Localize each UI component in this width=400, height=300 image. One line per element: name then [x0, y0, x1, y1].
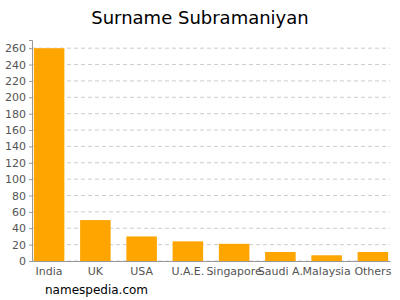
grid	[32, 48, 390, 261]
chart: Surname Subramaniyan 0 20 40 60 80 100 120 140 16…	[0, 0, 400, 300]
y-tick-mark	[29, 196, 32, 197]
y-tick-mark	[29, 163, 32, 164]
grid-line	[32, 113, 390, 114]
y-tick: 160	[5, 124, 32, 137]
y-tick-label: 180	[5, 108, 26, 121]
bar	[126, 236, 157, 261]
bar	[80, 220, 111, 261]
y-tick-label: 200	[5, 91, 26, 104]
x-tick-label: India	[36, 265, 63, 278]
y-tick-mark	[29, 48, 32, 49]
grid-line	[32, 146, 390, 147]
x-tick-label: Saudi A.	[258, 265, 303, 278]
y-tick-label: 160	[5, 124, 26, 137]
y-axis-line	[29, 41, 33, 262]
source: namespedia.com	[45, 283, 148, 297]
y-tick-mark	[29, 130, 32, 131]
y-tick-label: 100	[5, 173, 26, 186]
y-tick-mark	[29, 97, 32, 98]
y-tick: 100	[5, 173, 32, 186]
y-tick-label: 0	[19, 255, 26, 268]
y-tick-mark	[29, 114, 32, 115]
grid-line	[32, 162, 390, 163]
bar	[219, 244, 250, 261]
bar	[311, 255, 342, 261]
y-tick-mark	[29, 146, 32, 147]
y-tick-label: 120	[5, 157, 26, 170]
grid-line	[32, 211, 390, 212]
x-tick: Saudi A.	[258, 265, 303, 278]
y-tick: 80	[12, 190, 32, 203]
y-tick-label: 40	[12, 222, 26, 235]
y-tick: 260	[5, 42, 32, 55]
x-tick: Others	[354, 265, 391, 278]
bar	[265, 252, 296, 261]
grid-line	[32, 97, 390, 98]
y-tick: 140	[5, 140, 32, 153]
bar	[34, 48, 65, 261]
x-tick-label: UK	[88, 265, 104, 278]
y-tick: 40	[12, 222, 32, 235]
x-tick-label: Singapore	[206, 265, 262, 278]
grid-line	[32, 80, 390, 81]
title: Surname Subramaniyan	[91, 7, 308, 28]
y-tick-mark	[29, 81, 32, 82]
x-tick-label: Malaysia	[303, 265, 351, 278]
y-tick-mark	[29, 228, 32, 229]
x-tick: USA	[130, 265, 153, 278]
y-tick-mark	[29, 245, 32, 246]
grid-line	[32, 179, 390, 180]
x-tick: UK	[88, 265, 104, 278]
x-tick-label: U.A.E.	[171, 265, 204, 278]
y-tick-label: 80	[12, 190, 26, 203]
x-tick-label: Others	[354, 265, 391, 278]
y-tick-label: 220	[5, 75, 26, 88]
y-tick: 60	[12, 206, 32, 219]
x-tick: India	[36, 265, 63, 278]
x-tick: U.A.E.	[171, 265, 204, 278]
y-axis: 0 20 40 60 80 100 120 140 160 180 200 220 240 260	[5, 41, 33, 269]
x-axis: India UK USA U.A.E.SingaporeSaudi A.Malaysi…	[33, 262, 392, 278]
y-tick: 120	[5, 157, 32, 170]
y-tick-mark	[29, 212, 32, 213]
y-tick: 240	[5, 59, 32, 72]
grid-line	[32, 64, 390, 65]
plot: 0 20 40 60 80 100 120 140 160 180 200 220 240 260 Indi…	[5, 41, 392, 278]
y-tick-mark	[29, 261, 32, 262]
x-tick-label: USA	[130, 265, 153, 278]
y-tick-mark	[29, 65, 32, 66]
y-tick-label: 260	[5, 42, 26, 55]
y-tick-label: 240	[5, 59, 26, 72]
x-tick: Malaysia	[303, 265, 351, 278]
bar	[358, 252, 389, 261]
x-tick: Singapore	[206, 265, 262, 278]
bar	[173, 241, 204, 261]
grid-line	[32, 130, 390, 131]
x-axis-line	[33, 261, 391, 262]
y-tick-label: 20	[12, 239, 26, 252]
y-tick: 20	[12, 239, 32, 252]
y-tick-label: 140	[5, 140, 26, 153]
bars	[34, 48, 388, 261]
y-tick: 180	[5, 108, 32, 121]
grid-line	[32, 48, 390, 49]
y-tick: 220	[5, 75, 32, 88]
y-tick: 200	[5, 91, 32, 104]
y-tick: 0	[19, 255, 32, 268]
y-tick-mark	[29, 179, 32, 180]
y-tick-label: 60	[12, 206, 26, 219]
grid-line	[32, 195, 390, 196]
